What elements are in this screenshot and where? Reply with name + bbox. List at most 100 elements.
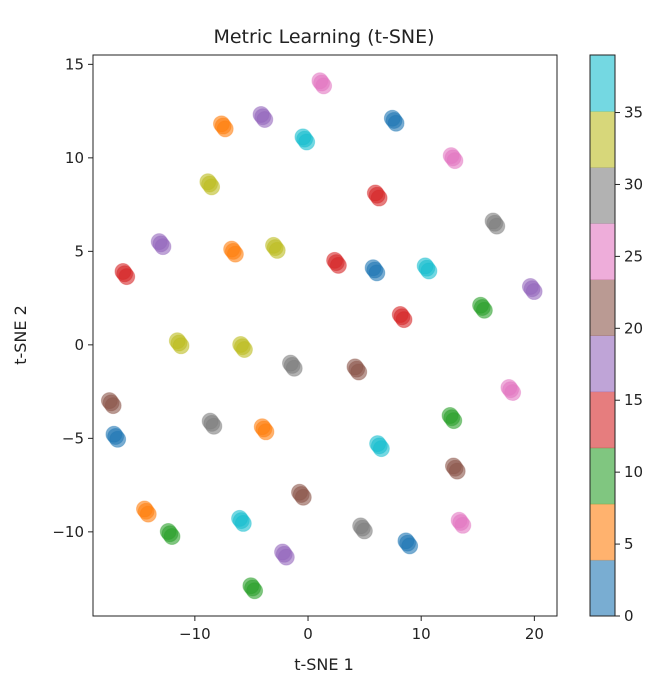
scatter-cluster <box>294 128 316 151</box>
scatter-point <box>369 435 387 453</box>
x-axis-ticks: −10 0 10 20 <box>179 616 544 643</box>
y-axis-label: t-SNE 2 <box>11 305 30 365</box>
scatter-cluster <box>500 378 522 402</box>
scatter-point <box>366 184 384 202</box>
scatter-point <box>105 425 123 443</box>
scatter-cluster <box>484 212 506 235</box>
scatter-point <box>150 233 168 251</box>
colorbar-segment <box>590 559 615 617</box>
scatter-cluster <box>441 407 463 430</box>
scatter-cluster <box>366 184 388 207</box>
scatter-point <box>223 240 241 258</box>
scatter-cluster <box>291 483 312 506</box>
scatter-cluster <box>232 335 253 359</box>
colorbar-tick-label: 0 <box>624 607 634 625</box>
scatter-cluster <box>150 233 172 256</box>
chart-title: Metric Learning (t-SNE) <box>213 26 434 48</box>
scatter-point <box>291 483 309 501</box>
colorbar-tick-label: 25 <box>624 247 643 265</box>
scatter-point <box>521 278 539 296</box>
scatter-point <box>265 236 283 254</box>
scatter-point <box>416 257 434 275</box>
scatter-cluster <box>450 511 472 534</box>
y-tick-label: 10 <box>65 149 84 167</box>
scatter-cluster <box>201 412 223 435</box>
colorbar-segment <box>590 223 615 280</box>
x-tick-label: 20 <box>525 625 544 643</box>
scatter-points <box>100 72 543 600</box>
scatter-cluster <box>442 147 464 170</box>
scatter-point <box>232 335 250 353</box>
scatter-cluster <box>253 418 275 441</box>
scatter-cluster <box>223 240 244 263</box>
scatter-cluster <box>212 115 234 138</box>
scatter-cluster <box>199 173 221 196</box>
y-tick-label: −10 <box>52 523 84 541</box>
scatter-cluster <box>135 500 157 523</box>
scatter-cluster <box>252 105 274 129</box>
scatter-point <box>135 500 153 518</box>
scatter-point <box>274 543 292 561</box>
scatter-point <box>199 173 217 191</box>
colorbar-segment <box>590 503 615 561</box>
colorbar-tick-label: 10 <box>624 463 643 481</box>
x-tick-label: 0 <box>303 625 313 643</box>
scatter-point <box>500 378 518 396</box>
scatter-point <box>442 147 460 165</box>
colorbar-tick-label: 20 <box>624 319 643 337</box>
scatter-point <box>383 109 401 127</box>
scatter-cluster <box>326 251 347 274</box>
colorbar-segment <box>590 447 615 505</box>
scatter-cluster <box>168 332 190 355</box>
scatter-cluster <box>231 509 252 532</box>
y-tick-label: 15 <box>65 55 84 73</box>
colorbar-tick-label: 5 <box>624 535 634 553</box>
scatter-cluster <box>383 109 405 132</box>
scatter-cluster <box>159 522 181 546</box>
scatter-point <box>294 128 312 146</box>
x-axis-label: t-SNE 1 <box>294 655 354 674</box>
scatter-point <box>281 354 299 372</box>
colorbar-segment <box>590 111 615 168</box>
scatter-cluster <box>364 259 386 282</box>
scatter-point <box>441 407 459 425</box>
scatter-point <box>114 263 132 281</box>
scatter-cluster <box>311 72 333 95</box>
scatter-point <box>391 306 409 324</box>
scatter-point <box>484 212 502 230</box>
scatter-cluster <box>346 358 368 381</box>
scatter-point <box>201 412 219 430</box>
scatter-point <box>444 457 462 475</box>
scatter-point <box>311 72 329 90</box>
scatter-point <box>212 115 230 133</box>
scatter-point <box>326 251 344 269</box>
scatter-cluster <box>352 517 373 540</box>
plot-frame <box>92 54 558 617</box>
scatter-cluster <box>242 577 264 600</box>
colorbar-segment <box>590 335 615 393</box>
scatter-cluster <box>265 236 286 259</box>
scatter-point <box>231 509 249 527</box>
colorbar-segment <box>590 55 615 112</box>
scatter-cluster <box>274 543 295 566</box>
colorbar-segment <box>590 279 615 336</box>
scatter-cluster <box>416 257 438 280</box>
x-tick-label: −10 <box>179 625 211 643</box>
y-tick-label: 0 <box>74 336 84 354</box>
scatter-point <box>450 511 468 529</box>
x-tick-label: 10 <box>412 625 431 643</box>
scatter-point <box>346 358 364 376</box>
scatter-cluster <box>100 392 122 415</box>
scatter-point <box>168 332 186 350</box>
y-tick-label: 5 <box>74 242 84 260</box>
y-axis-ticks: −10 −5 0 5 10 15 <box>52 55 93 541</box>
colorbar-segment <box>590 391 615 449</box>
scatter-cluster <box>472 296 493 319</box>
colorbar <box>589 54 616 617</box>
scatter-point <box>364 259 382 277</box>
colorbar-frame <box>589 54 616 617</box>
scatter-cluster <box>369 435 390 458</box>
scatter-point <box>100 392 118 410</box>
scatter-cluster <box>114 263 136 286</box>
scatter-point <box>242 577 260 595</box>
